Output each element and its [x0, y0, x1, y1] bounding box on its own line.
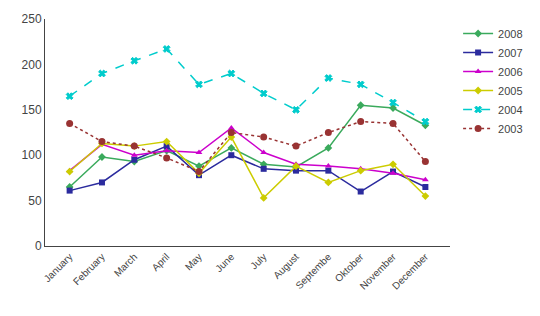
svg-text:August: August	[271, 251, 301, 281]
svg-text:100: 100	[22, 148, 42, 162]
svg-text:Oktober: Oktober	[333, 251, 366, 284]
svg-text:Septembe: Septembe	[293, 251, 333, 291]
svg-text:2003: 2003	[498, 123, 522, 135]
svg-text:November: November	[358, 251, 399, 292]
svg-text:2006: 2006	[498, 66, 522, 78]
svg-text:2004: 2004	[498, 104, 522, 116]
svg-text:February: February	[71, 251, 107, 287]
svg-text:July: July	[248, 251, 268, 271]
svg-text:December: December	[390, 251, 431, 292]
svg-text:200: 200	[22, 58, 42, 72]
svg-text:June: June	[213, 251, 236, 274]
svg-text:150: 150	[22, 103, 42, 117]
svg-text:2005: 2005	[498, 85, 522, 97]
svg-text:250: 250	[22, 12, 42, 26]
svg-text:April: April	[150, 251, 172, 273]
svg-text:2008: 2008	[498, 28, 522, 40]
svg-text:March: March	[112, 251, 139, 278]
svg-text:50: 50	[28, 194, 42, 208]
svg-text:January: January	[42, 251, 75, 284]
svg-text:2007: 2007	[498, 47, 522, 59]
svg-text:May: May	[183, 251, 204, 272]
svg-text:0: 0	[35, 239, 42, 253]
